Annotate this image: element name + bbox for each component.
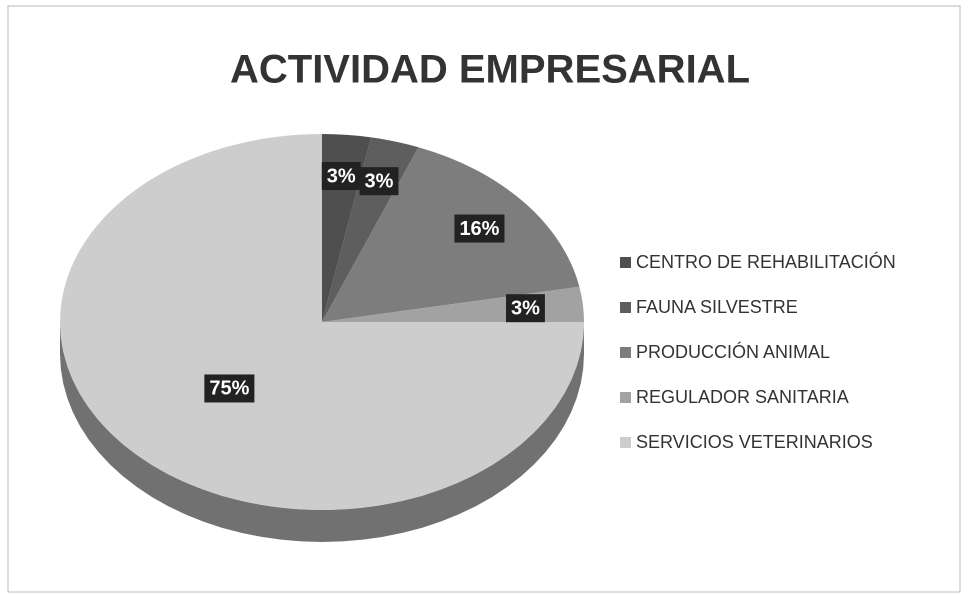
data-label-box [204,374,255,403]
chart-title: ACTIVIDAD EMPRESARIAL [230,48,750,92]
data-label: 3% [359,167,399,196]
data-label-box [321,162,361,191]
legend-swatch [620,392,631,403]
data-label-box [505,294,545,323]
legend-swatch [620,257,631,268]
legend-label: SERVICIOS VETERINARIOS [636,432,873,452]
data-label-text: 3% [327,165,356,187]
pie-slice [322,147,580,322]
legend-label: CENTRO DE REHABILITACIÓN [636,251,896,272]
pie-side [60,322,584,542]
legend-swatch [620,302,631,313]
legend-label: REGULADOR SANITARIA [636,387,849,407]
legend-label: FAUNA SILVESTRE [636,297,798,317]
legend-swatch [620,347,631,358]
data-label-text: 3% [365,170,394,192]
legend-swatch [620,437,631,448]
data-label-text: 16% [459,218,499,240]
data-label-box [359,167,399,196]
pie-slice [60,134,584,510]
data-label-text: 75% [209,378,249,400]
data-label-box [454,214,505,243]
data-label: 3% [505,294,545,323]
legend-label: PRODUCCIÓN ANIMAL [636,341,830,362]
data-label: 16% [454,214,505,243]
data-label: 3% [321,162,361,191]
data-label-text: 3% [511,297,540,319]
data-label: 75% [204,374,255,403]
